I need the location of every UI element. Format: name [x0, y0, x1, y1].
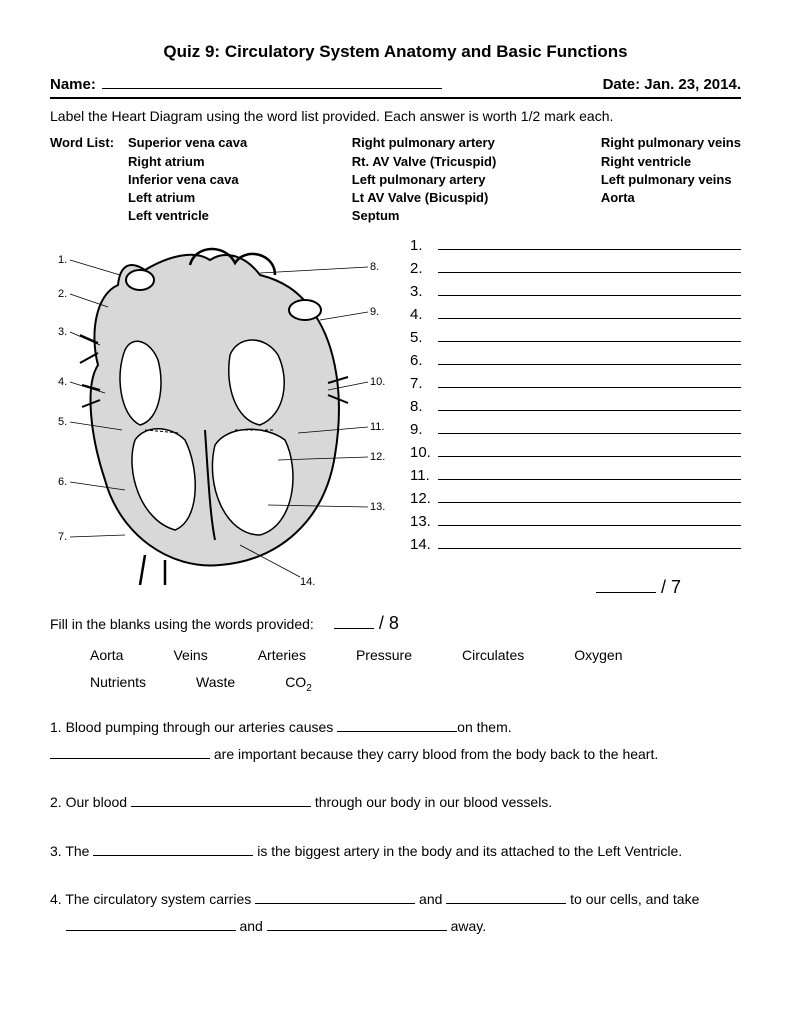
name-date-row: Name: Date: Jan. 23, 2014.: [50, 74, 741, 99]
answer-number: 2.: [410, 258, 438, 279]
question-1: 1. Blood pumping through our arteries ca…: [50, 714, 741, 767]
q1-blank-1[interactable]: [337, 720, 457, 732]
name-label: Name:: [50, 74, 96, 95]
answer-line: 11.: [410, 465, 741, 486]
answer-number: 10.: [410, 442, 438, 463]
svg-text:5.: 5.: [58, 416, 67, 428]
fill-word-bank: Aorta Veins Arteries Pressure Circulates…: [50, 646, 741, 696]
svg-text:11.: 11.: [370, 421, 384, 433]
svg-text:9.: 9.: [370, 306, 379, 318]
answer-number: 12.: [410, 488, 438, 509]
answer-line: 6.: [410, 350, 741, 371]
answer-number: 4.: [410, 304, 438, 325]
answer-lines: 1.2.3.4.5.6.7.8.9.10.11.12.13.14. / 7: [410, 235, 741, 600]
score-8-blank[interactable]: [334, 615, 374, 629]
answer-line: 2.: [410, 258, 741, 279]
heart-diagram: 1. 2. 3. 4. 5. 6. 7. 8. 9. 10. 11. 12. 13. 14.: [50, 235, 390, 595]
answer-line: 10.: [410, 442, 741, 463]
answer-blank[interactable]: [438, 374, 741, 388]
question-4: 4. The circulatory system carries and to…: [50, 886, 741, 939]
svg-text:1.: 1.: [58, 254, 67, 266]
score-7-blank[interactable]: [596, 579, 656, 593]
answer-blank[interactable]: [438, 236, 741, 250]
answer-blank[interactable]: [438, 351, 741, 365]
answer-line: 8.: [410, 396, 741, 417]
q4-blank-3[interactable]: [66, 919, 236, 931]
score-8: / 8: [334, 611, 399, 636]
q2-blank[interactable]: [131, 795, 311, 807]
answer-number: 9.: [410, 419, 438, 440]
answer-number: 14.: [410, 534, 438, 555]
svg-text:4.: 4.: [58, 376, 67, 388]
answer-line: 4.: [410, 304, 741, 325]
q4-blank-4[interactable]: [267, 919, 447, 931]
answer-number: 7.: [410, 373, 438, 394]
co2-label: CO2: [285, 673, 312, 696]
svg-text:14.: 14.: [300, 576, 315, 588]
answer-number: 11.: [410, 465, 438, 486]
answer-blank[interactable]: [438, 443, 741, 457]
q1-blank-2[interactable]: [50, 747, 210, 759]
svg-text:8.: 8.: [370, 261, 379, 273]
word-list-col-3: Right pulmonary veins Right ventricle Le…: [601, 134, 741, 225]
answer-blank[interactable]: [438, 259, 741, 273]
answer-blank[interactable]: [438, 305, 741, 319]
q4-blank-1[interactable]: [255, 892, 415, 904]
answer-number: 13.: [410, 511, 438, 532]
word-list-label: Word List:: [50, 134, 122, 225]
svg-text:7.: 7.: [58, 531, 67, 543]
word-list: Word List: Superior vena cava Right atri…: [50, 134, 741, 225]
question-2: 2. Our blood through our body in our blo…: [50, 789, 741, 816]
answer-number: 8.: [410, 396, 438, 417]
answer-number: 6.: [410, 350, 438, 371]
quiz-title: Quiz 9: Circulatory System Anatomy and B…: [50, 40, 741, 64]
answer-line: 12.: [410, 488, 741, 509]
answer-blank[interactable]: [438, 512, 741, 526]
svg-text:6.: 6.: [58, 476, 67, 488]
answer-blank[interactable]: [438, 420, 741, 434]
q3-blank[interactable]: [93, 844, 253, 856]
name-input-blank[interactable]: [102, 75, 442, 89]
answer-blank[interactable]: [438, 535, 741, 549]
answer-line: 9.: [410, 419, 741, 440]
answer-line: 3.: [410, 281, 741, 302]
question-3: 3. The is the biggest artery in the body…: [50, 838, 741, 865]
q4-blank-2[interactable]: [446, 892, 566, 904]
svg-text:10.: 10.: [370, 376, 385, 388]
word-list-col-2: Right pulmonary artery Rt. AV Valve (Tri…: [352, 134, 496, 225]
score-7: / 7: [410, 575, 741, 600]
answer-blank[interactable]: [438, 282, 741, 296]
svg-text:3.: 3.: [58, 326, 67, 338]
answer-line: 13.: [410, 511, 741, 532]
answer-number: 1.: [410, 235, 438, 256]
answer-line: 14.: [410, 534, 741, 555]
svg-text:12.: 12.: [370, 451, 385, 463]
label-instructions: Label the Heart Diagram using the word l…: [50, 107, 741, 127]
answer-line: 5.: [410, 327, 741, 348]
svg-text:13.: 13.: [370, 501, 385, 513]
word-list-col-1: Superior vena cava Right atrium Inferior…: [128, 134, 247, 225]
answer-blank[interactable]: [438, 466, 741, 480]
fill-instructions: Fill in the blanks using the words provi…: [50, 615, 314, 635]
answer-blank[interactable]: [438, 328, 741, 342]
answer-line: 7.: [410, 373, 741, 394]
answer-blank[interactable]: [438, 397, 741, 411]
answer-number: 3.: [410, 281, 438, 302]
svg-text:2.: 2.: [58, 288, 67, 300]
answer-number: 5.: [410, 327, 438, 348]
answer-line: 1.: [410, 235, 741, 256]
date-label: Date: Jan. 23, 2014.: [603, 74, 741, 95]
answer-blank[interactable]: [438, 489, 741, 503]
